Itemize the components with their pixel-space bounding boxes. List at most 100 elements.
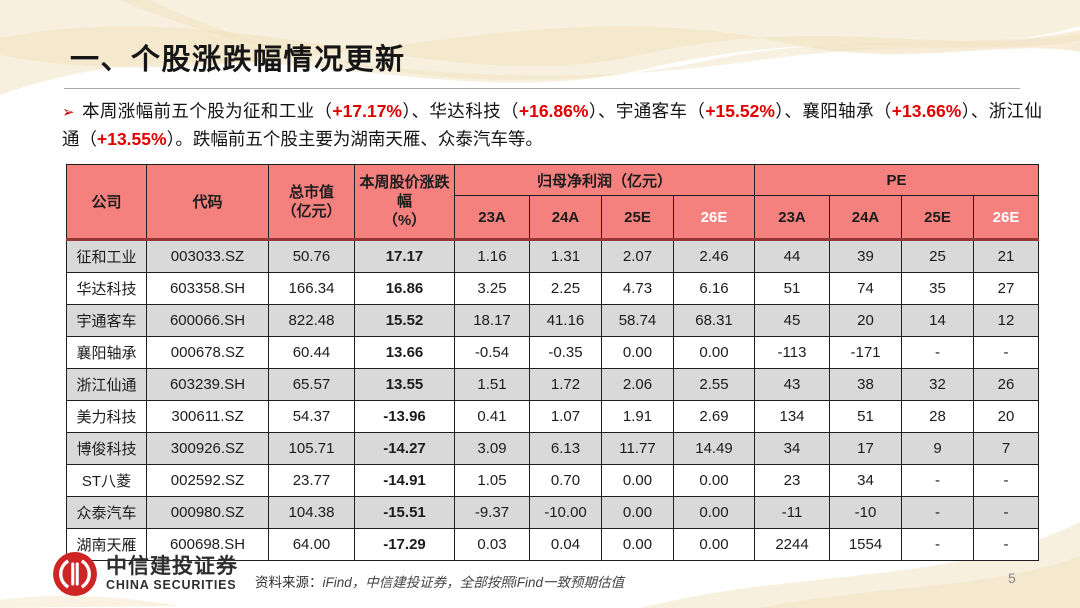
net-profit-26e-cell: 2.46	[672, 238, 756, 273]
col-header-pe-24a: 24A	[829, 195, 903, 240]
code-cell: 300611.SZ	[146, 400, 269, 433]
company-cell: 湖南天雁	[66, 528, 147, 561]
pe-24a-cell: 17	[829, 432, 903, 465]
table-row: 博俊科技 300926.SZ 105.71 -14.27 3.09 6.13 11.77 14…	[66, 432, 1040, 465]
weekly-change-cell: -14.27	[354, 432, 455, 465]
net-profit-24a-cell: 1.07	[529, 400, 602, 433]
net-profit-24a-cell: -10.00	[529, 496, 602, 529]
header-group-row: 公司 代码 总市值 （亿元） 本周股价涨跌幅 （%） 归母净利润（亿元） PE	[66, 164, 1040, 240]
company-cell: 博俊科技	[66, 432, 147, 465]
net-profit-26e-cell: 2.69	[672, 400, 756, 433]
pe-26e-cell: -	[973, 496, 1040, 529]
summary-segments: 本周涨幅前五个股为征和工业（+17.17%）、华达科技（+16.86%）、宇通客…	[62, 101, 1042, 149]
net-profit-25e-cell: 4.73	[601, 272, 674, 305]
weekly-change-cell: 15.52	[354, 304, 455, 337]
pe-23a-cell: 44	[754, 238, 831, 273]
col-header-net-profit-25e: 25E	[601, 195, 674, 240]
summary-fragment: 本周涨幅前五个股为征和工业（	[81, 101, 333, 121]
pe-26e-cell: 12	[973, 304, 1040, 337]
source-text: iFind，中信建投证券，全部按照iFind一致预期估值	[322, 575, 625, 590]
summary-fragment: ）、襄阳轴承（	[774, 101, 892, 121]
col-header-net-profit-23a: 23A	[454, 195, 530, 240]
table-body: 征和工业 003033.SZ 50.76 17.17 1.16 1.31 2.07 2.46 4…	[66, 238, 1040, 561]
pe-26e-cell: 27	[973, 272, 1040, 305]
net-profit-25e-cell: 0.00	[601, 336, 674, 369]
market-cap-cell: 822.48	[268, 304, 355, 337]
code-cell: 300926.SZ	[146, 432, 269, 465]
net-profit-25e-cell: 2.06	[601, 368, 674, 401]
pe-24a-cell: -171	[829, 336, 903, 369]
net-profit-25e-cell: 0.00	[601, 464, 674, 497]
code-cell: 000678.SZ	[146, 336, 269, 369]
company-cell: 华达科技	[66, 272, 147, 305]
summary-fragment: ）。跌幅前五个股主要为湖南天雁、众泰汽车等。	[166, 129, 543, 149]
pe-26e-cell: 7	[973, 432, 1040, 465]
net-profit-26e-cell: 2.55	[672, 368, 756, 401]
pe-25e-cell: 25	[901, 238, 975, 273]
col-group-pe: PE	[754, 164, 1040, 196]
net-profit-26e-cell: 6.16	[672, 272, 756, 305]
pe-23a-cell: 51	[754, 272, 831, 305]
net-profit-26e-cell: 14.49	[672, 432, 756, 465]
market-cap-cell: 104.38	[268, 496, 355, 529]
net-profit-26e-cell: 68.31	[672, 304, 756, 337]
pe-24a-cell: 51	[829, 400, 903, 433]
net-profit-25e-cell: 1.91	[601, 400, 674, 433]
net-profit-24a-cell: 0.04	[529, 528, 602, 561]
net-profit-25e-cell: 11.77	[601, 432, 674, 465]
pe-23a-cell: -113	[754, 336, 831, 369]
market-cap-cell: 65.57	[268, 368, 355, 401]
pe-24a-cell: 20	[829, 304, 903, 337]
table-row: 湖南天雁 600698.SH 64.00 -17.29 0.03 0.04 0.00 0.00…	[66, 528, 1040, 561]
weekly-change-cell: -13.96	[354, 400, 455, 433]
pe-25e-cell: 9	[901, 432, 975, 465]
net-profit-24a-cell: 2.25	[529, 272, 602, 305]
table-header: 公司 代码 总市值 （亿元） 本周股价涨跌幅 （%） 归母净利润（亿元） PE …	[66, 164, 1040, 240]
code-cell: 002592.SZ	[146, 464, 269, 497]
table-row: 宇通客车 600066.SH 822.48 15.52 18.17 41.16 58.74 6…	[66, 304, 1040, 337]
net-profit-24a-cell: 0.70	[529, 464, 602, 497]
code-cell: 003033.SZ	[146, 238, 269, 273]
pe-23a-cell: 43	[754, 368, 831, 401]
weekly-change-cell: -15.51	[354, 496, 455, 529]
col-header-pe-25e: 25E	[901, 195, 975, 240]
pe-23a-cell: 134	[754, 400, 831, 433]
pe-25e-cell: 14	[901, 304, 975, 337]
pe-25e-cell: 32	[901, 368, 975, 401]
company-cell: 襄阳轴承	[66, 336, 147, 369]
market-cap-cell: 60.44	[268, 336, 355, 369]
summary-fragment: ）、浙江仙通（	[62, 101, 1043, 149]
pe-26e-cell: -	[973, 336, 1040, 369]
col-header-market-cap-line2: （亿元）	[281, 202, 342, 220]
table-row: 众泰汽车 000980.SZ 104.38 -15.51 -9.37 -10.00 0.00…	[66, 496, 1040, 529]
net-profit-25e-cell: 0.00	[601, 496, 674, 529]
code-cell: 600698.SH	[146, 528, 269, 561]
col-header-net-profit-26e: 26E	[672, 195, 756, 240]
col-header-pe-23a: 23A	[754, 195, 831, 240]
pe-23a-cell: 45	[754, 304, 831, 337]
pe-23a-cell: 23	[754, 464, 831, 497]
table-row: ST八菱 002592.SZ 23.77 -14.91 1.05 0.70 0.00 0.00…	[66, 464, 1040, 497]
net-profit-26e-cell: 0.00	[672, 464, 756, 497]
change-percent-highlight: +15.52%	[705, 101, 775, 121]
weekly-change-cell: 16.86	[354, 272, 455, 305]
source-note: 资料来源：iFind，中信建投证券，全部按照iFind一致预期估值	[255, 571, 624, 591]
table-row: 华达科技 603358.SH 166.34 16.86 3.25 2.25 4.73 6.16…	[66, 272, 1040, 305]
pe-26e-cell: 26	[973, 368, 1040, 401]
net-profit-24a-cell: 1.31	[529, 238, 602, 273]
market-cap-cell: 23.77	[268, 464, 355, 497]
weekly-change-cell: 13.55	[354, 368, 455, 401]
change-percent-highlight: +13.55%	[97, 129, 167, 149]
pe-25e-cell: -	[901, 528, 975, 561]
summary-fragment: ）、华达科技（	[402, 101, 519, 121]
pe-24a-cell: 74	[829, 272, 903, 305]
stock-table-container: 公司 代码 总市值 （亿元） 本周股价涨跌幅 （%） 归母净利润（亿元） PE …	[66, 164, 1040, 561]
company-name-en: CHINA SECURITIES	[106, 578, 237, 592]
net-profit-23a-cell: 3.09	[454, 432, 530, 465]
summary-paragraph: ➢ 本周涨幅前五个股为征和工业（+17.17%）、华达科技（+16.86%）、宇通…	[62, 98, 1042, 153]
pe-24a-cell: 39	[829, 238, 903, 273]
pe-24a-cell: 1554	[829, 528, 903, 561]
pe-23a-cell: 2244	[754, 528, 831, 561]
title-divider	[64, 88, 1020, 89]
